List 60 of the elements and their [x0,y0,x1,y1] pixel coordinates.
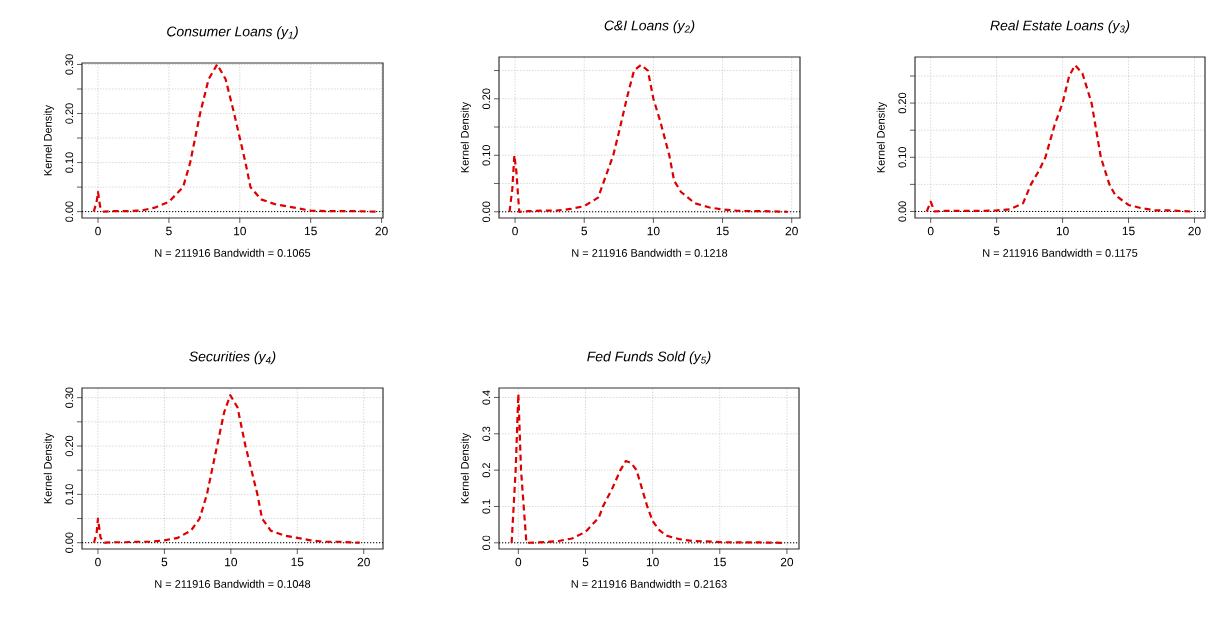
y-tick-label: 0.20 [482,88,491,110]
y-tick-label: 0.30 [65,54,74,75]
y-tick-label: 0.00 [482,201,491,223]
x-tick-label: 20 [1188,226,1201,236]
x-tick-label: 10 [234,226,246,236]
x-tick-label: 20 [780,557,794,567]
x-tick-label: 0 [512,226,518,236]
x-axis-title: N = 211916 Bandwidth = 0.1175 [983,248,1138,257]
x-tick-label: 15 [714,557,726,567]
x-tick-label: 10 [225,557,238,567]
x-axis-title: N = 211916 Bandwidth = 0.1218 [572,248,728,257]
y-tick-label: 0.00 [898,201,907,222]
chart-title: Securities (y$_{4}$) [189,351,276,365]
y-tick-label: 0.00 [65,532,74,553]
x-tick-label: 10 [647,226,660,236]
x-tick-label: 15 [304,226,317,236]
y-tick-label: 0.00 [65,201,74,222]
y-axis-title: Kernel Density [43,432,54,504]
x-tick-label: 5 [166,226,172,236]
chart-title: C&I Loans (y$_{2}$) [604,20,695,34]
chart-title: Fed Funds Sold (y$_{5}$) [587,351,711,365]
x-axis-title: N = 211916 Bandwidth = 0.2163 [571,579,727,588]
x-tick-label: 20 [785,226,798,236]
x-tick-label: 20 [375,226,388,236]
x-tick-label: 10 [646,557,659,567]
y-tick-label: 0.10 [482,145,491,166]
x-tick-label: 0 [515,557,522,567]
y-tick-label: 0.30 [65,387,74,408]
y-axis-title: Kernel Density [43,104,54,176]
line-series [508,63,789,213]
y-tick-label: 0.10 [898,147,907,168]
y-tick-label: 0.10 [65,152,74,173]
y-tick-label: 0.4 [482,390,491,405]
x-axis-title: N = 211916 Bandwidth = 0.1065 [155,248,311,257]
x-tick-label: 0 [927,226,934,236]
x-tick-label: 0 [95,557,101,567]
x-tick-label: 0 [95,226,101,236]
y-tick-label: 0.20 [65,435,74,457]
y-tick-label: 0.10 [65,484,74,505]
x-axis-title: N = 211916 Bandwidth = 0.1048 [155,579,311,588]
x-tick-label: 5 [161,557,168,567]
y-tick-label: 0.0 [482,535,491,551]
x-tick-label: 15 [1122,226,1135,236]
y-tick-label: 0.20 [898,92,907,114]
x-tick-label: 10 [1056,226,1069,236]
x-tick-label: 20 [357,557,370,567]
x-tick-label: 5 [993,226,1000,236]
y-tick-label: 0.1 [482,499,491,514]
x-tick-label: 15 [716,226,729,236]
y-axis-title: Kernel Density [460,432,471,504]
chart-title: Real Estate Loans (y$_{3}$) [990,20,1130,34]
y-tick-label: 0.3 [482,426,491,441]
y-tick-label: 0.2 [482,463,491,478]
x-tick-label: 15 [291,557,304,567]
chart-title: Consumer Loans (y$_{1}$) [167,26,298,40]
y-axis-title: Kernel Density [876,101,887,173]
x-tick-label: 5 [582,557,589,567]
y-tick-label: 0.20 [65,103,74,124]
x-tick-label: 5 [581,226,588,236]
y-axis-title: Kernel Density [460,101,471,173]
